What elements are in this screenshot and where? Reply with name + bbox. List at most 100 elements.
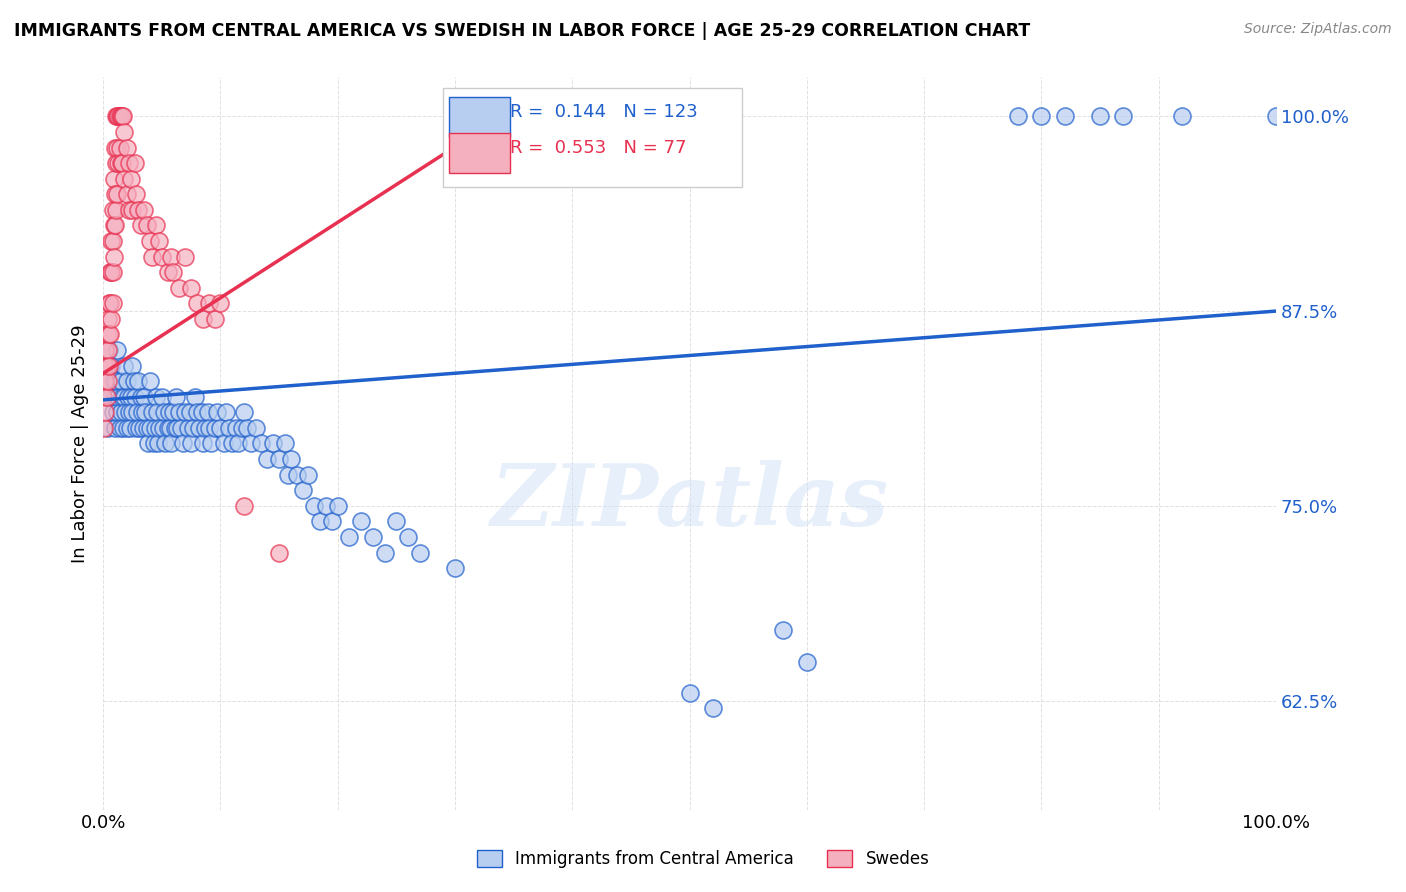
Point <box>105 187 128 202</box>
Text: IMMIGRANTS FROM CENTRAL AMERICA VS SWEDISH IN LABOR FORCE | AGE 25-29 CORRELATIO: IMMIGRANTS FROM CENTRAL AMERICA VS SWEDI… <box>14 22 1031 40</box>
Point <box>212 436 235 450</box>
Point <box>98 296 121 310</box>
Point <box>131 405 153 419</box>
Point <box>166 421 188 435</box>
Text: ZIPatlas: ZIPatlas <box>491 460 889 544</box>
Point <box>112 171 135 186</box>
Point <box>111 390 134 404</box>
Point <box>115 140 138 154</box>
Point <box>165 390 187 404</box>
Point <box>125 187 148 202</box>
Point <box>118 405 141 419</box>
Point <box>1112 109 1135 123</box>
Point <box>111 109 134 123</box>
Point <box>132 421 155 435</box>
Point <box>409 545 432 559</box>
Point <box>105 405 128 419</box>
Point <box>105 202 128 217</box>
Point <box>94 405 117 419</box>
Point <box>197 296 219 310</box>
Point <box>125 421 148 435</box>
Point <box>1007 109 1029 123</box>
Point <box>98 374 121 388</box>
Point <box>98 343 121 357</box>
Point <box>232 499 254 513</box>
Legend: Immigrants from Central America, Swedes: Immigrants from Central America, Swedes <box>470 843 936 875</box>
Point <box>100 311 122 326</box>
Point <box>326 499 349 513</box>
Point <box>156 265 179 279</box>
Point <box>148 234 170 248</box>
Point <box>339 530 361 544</box>
Point <box>121 202 143 217</box>
Point <box>160 250 183 264</box>
FancyBboxPatch shape <box>443 88 742 187</box>
Point <box>104 187 127 202</box>
Point <box>118 202 141 217</box>
Point <box>134 405 156 419</box>
Point <box>94 359 117 373</box>
Point <box>174 250 197 264</box>
Point <box>1088 109 1111 123</box>
Point <box>124 156 146 170</box>
Point <box>169 405 191 419</box>
Point <box>153 405 176 419</box>
Point <box>129 219 152 233</box>
Point <box>135 219 157 233</box>
Point <box>115 187 138 202</box>
Point <box>1053 109 1076 123</box>
Point <box>139 421 162 435</box>
Point <box>107 156 129 170</box>
Point <box>172 436 194 450</box>
Point <box>105 374 128 388</box>
Point <box>385 514 408 528</box>
Point <box>236 421 259 435</box>
Point <box>143 421 166 435</box>
Point <box>180 436 202 450</box>
Point <box>120 171 142 186</box>
Point <box>221 436 243 450</box>
Point <box>374 545 396 559</box>
Point <box>297 467 319 482</box>
Point <box>104 421 127 435</box>
Point <box>93 421 115 435</box>
Point <box>796 655 818 669</box>
Point <box>94 343 117 357</box>
Point <box>315 499 337 513</box>
Point <box>117 390 139 404</box>
Point <box>245 421 267 435</box>
Point <box>396 530 419 544</box>
Point <box>150 390 173 404</box>
Point <box>127 405 149 419</box>
Text: Source: ZipAtlas.com: Source: ZipAtlas.com <box>1244 22 1392 37</box>
Point <box>148 436 170 450</box>
Point <box>148 421 170 435</box>
Point <box>176 421 198 435</box>
Point <box>98 296 121 310</box>
Point <box>183 390 205 404</box>
Point <box>215 405 238 419</box>
Point <box>232 405 254 419</box>
Point <box>267 545 290 559</box>
Point <box>141 250 163 264</box>
Point <box>115 374 138 388</box>
Point <box>100 234 122 248</box>
Point <box>204 311 226 326</box>
Point <box>127 202 149 217</box>
Point <box>302 499 325 513</box>
FancyBboxPatch shape <box>449 133 510 173</box>
Point <box>96 390 118 404</box>
Point <box>155 436 177 450</box>
Point <box>96 390 118 404</box>
Point <box>98 359 121 373</box>
Point <box>112 125 135 139</box>
Point <box>444 561 467 575</box>
Point <box>101 202 124 217</box>
Point <box>97 421 120 435</box>
Point <box>120 421 142 435</box>
Point <box>169 281 191 295</box>
Point <box>141 405 163 419</box>
Point <box>209 296 232 310</box>
Point <box>225 421 247 435</box>
Point <box>191 436 214 450</box>
